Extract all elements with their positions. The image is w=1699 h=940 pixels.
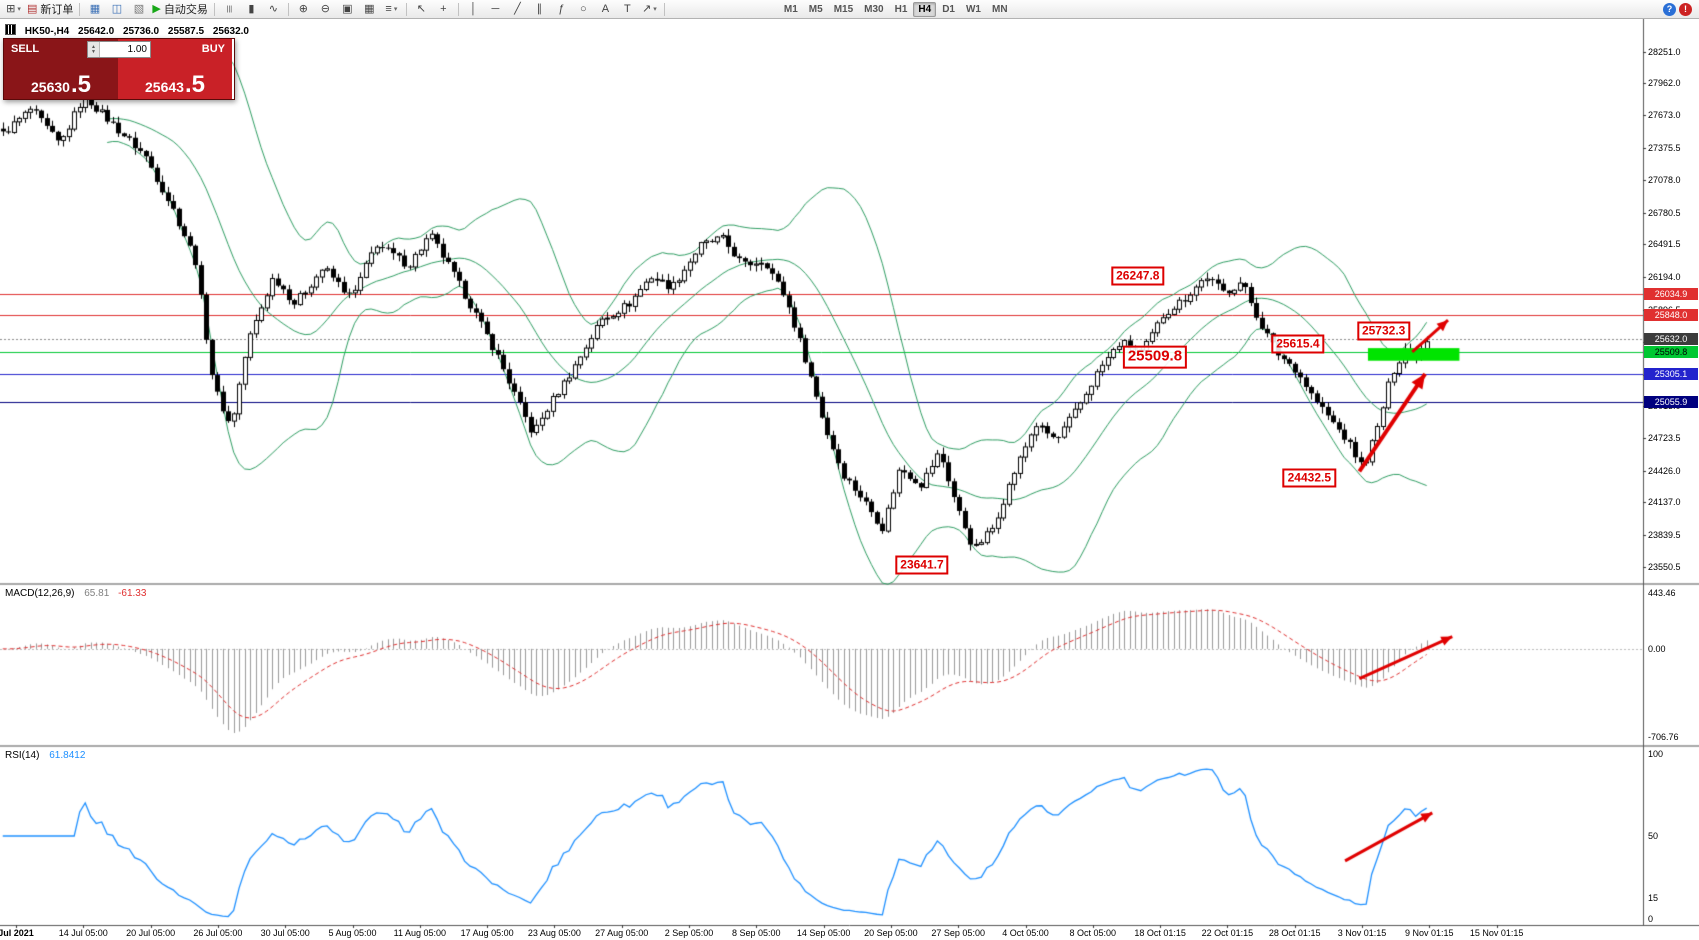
text-label-tool-button-glyph: T	[624, 2, 631, 15]
toolbar-separator	[405, 2, 407, 16]
volume-control[interactable]: ▲ ▼	[87, 41, 151, 58]
market-watch-button-glyph: ▦	[89, 2, 101, 15]
bar-chart-button-glyph: |||	[226, 5, 233, 13]
fibonacci-tool-button-glyph: ƒ	[558, 2, 565, 15]
new-order-button[interactable]: ▤ 新订单	[25, 1, 75, 17]
toolbar-separator	[213, 2, 215, 16]
vertical-line-tool-button-glyph: │	[469, 2, 477, 15]
ellipse-tool-button-glyph: ○	[580, 2, 587, 15]
chevron-down-icon: ▾	[393, 6, 398, 13]
tile-windows-button-glyph: ▣	[342, 2, 353, 15]
zoom-out-button-glyph: ⊖	[320, 2, 330, 15]
trendline-tool-button-glyph: ╱	[514, 2, 521, 15]
text-label-tool-button[interactable]: T	[617, 1, 638, 17]
navigator-button[interactable]: ▧	[128, 1, 149, 17]
market-watch-button[interactable]: ▦	[84, 1, 105, 17]
line-chart-button-glyph: ∿	[268, 2, 278, 15]
volume-spinner[interactable]: ▲ ▼	[88, 42, 100, 57]
text-tool-button[interactable]: A	[595, 1, 616, 17]
candlestick-chart-button[interactable]: ▮	[241, 1, 262, 17]
sell-label: SELL	[4, 39, 118, 58]
sell-price: 25630 .5	[4, 58, 118, 99]
new-order-button-label: 新订单	[40, 4, 74, 16]
buy-label-text: BUY	[201, 42, 225, 55]
candlestick-chart-button-glyph: ▮	[248, 2, 255, 15]
sell-price-frac: .5	[70, 70, 91, 98]
bar-chart-button[interactable]: |||	[219, 1, 240, 17]
zoom-out-button[interactable]: ⊖	[315, 1, 336, 17]
indicators-list-button-glyph: ≡	[385, 2, 392, 15]
trendline-tool-button[interactable]: ╱	[507, 1, 528, 17]
new-chart-button-glyph: ⊞	[6, 2, 16, 15]
arrow-objects-button-glyph: ↗	[642, 2, 652, 15]
channel-tool-button-glyph: ∥	[536, 2, 543, 15]
sell-price-main: 25630	[31, 78, 70, 95]
timeframe-m30[interactable]: M30	[864, 3, 884, 15]
sell-label-text: SELL	[11, 42, 40, 55]
data-window-button[interactable]: ◫	[106, 1, 127, 17]
help-icon[interactable]: ?	[1663, 2, 1676, 16]
timeframe-mn[interactable]: MN	[991, 3, 1008, 15]
buy-price: 25643 .5	[118, 58, 232, 99]
toolbar-separator	[457, 2, 459, 16]
toolbar-separator	[79, 2, 81, 16]
buy-price-main: 25643	[145, 78, 184, 95]
data-window-button-glyph: ◫	[111, 2, 123, 15]
cascade-windows-button-glyph: ▦	[364, 2, 375, 15]
buy-label: BUY	[118, 39, 232, 58]
crosshair-tool-button-glyph: +	[440, 2, 447, 15]
chevron-down-icon: ▾	[653, 6, 657, 13]
crosshair-tool-button[interactable]: +	[433, 1, 454, 17]
volume-input[interactable]	[100, 42, 150, 57]
cascade-windows-button[interactable]: ▦	[359, 1, 380, 17]
timeframe-w1[interactable]: W1	[965, 3, 981, 15]
buy-price-frac: .5	[184, 70, 205, 98]
toolbar-separator	[287, 2, 289, 16]
timeframe-h4[interactable]: H4	[913, 1, 937, 17]
toolbar-right-icons: ?!	[1663, 2, 1696, 16]
text-tool-button-glyph: A	[601, 2, 610, 15]
horizontal-line-tool-button[interactable]: ─	[485, 1, 506, 17]
timeframe-d1[interactable]: D1	[942, 3, 955, 15]
indicators-list-button[interactable]: ≡ ▾	[381, 1, 402, 17]
cursor-tool-button[interactable]: ↖	[411, 1, 432, 17]
line-chart-button[interactable]: ∿	[263, 1, 284, 17]
sell-button[interactable]: SELL 25630 .5	[4, 39, 118, 99]
zoom-in-button[interactable]: ⊕	[293, 1, 314, 17]
channel-tool-button[interactable]: ∥	[529, 1, 550, 17]
timeframe-m1[interactable]: M1	[783, 3, 798, 15]
autotrading-button[interactable]: ▶ 自动交易	[150, 1, 209, 17]
autotrading-button-glyph: ▶	[152, 2, 161, 15]
one-click-trading-panel: SELL 25630 .5 BUY 25643 .5 ▲ ▼	[3, 38, 235, 100]
toolbar-separator	[663, 2, 665, 16]
timeframe-m15[interactable]: M15	[833, 3, 854, 15]
chevron-down-icon: ▾	[17, 6, 21, 13]
cursor-tool-button-glyph: ↖	[416, 2, 426, 15]
horizontal-line-tool-button-glyph: ─	[491, 2, 500, 15]
timeframe-h1[interactable]: H1	[894, 3, 908, 15]
vertical-line-tool-button[interactable]: │	[463, 1, 484, 17]
new-chart-button[interactable]: ⊞ ▾	[3, 1, 24, 17]
navigator-button-glyph: ▧	[133, 2, 145, 15]
zoom-in-button-glyph: ⊕	[298, 2, 308, 15]
fibonacci-tool-button[interactable]: ƒ	[551, 1, 572, 17]
tile-windows-button[interactable]: ▣	[337, 1, 358, 17]
arrow-objects-button[interactable]: ↗ ▾	[639, 1, 660, 17]
toolbar: ⊞ ▾ ▤ 新订单 ▦ ◫ ▧ ▶ 自动交易 ||| ▮ ∿ ⊕ ⊖ ▣ ▦ ≡ ▾ ↖ + │ ─ ╱ ∥ ƒ ○ A T ↗ ▾ M1 M…	[0, 0, 1699, 19]
alert-icon[interactable]: !	[1679, 2, 1692, 16]
autotrading-button-label: 自动交易	[163, 4, 208, 16]
timeframe-m5[interactable]: M5	[808, 3, 823, 15]
new-order-button-glyph: ▤	[27, 2, 38, 15]
timeframe-group: M1 M5 M15 M30 H1 H4 D1 W1 MN	[779, 1, 1013, 17]
ellipse-tool-button[interactable]: ○	[573, 1, 594, 17]
